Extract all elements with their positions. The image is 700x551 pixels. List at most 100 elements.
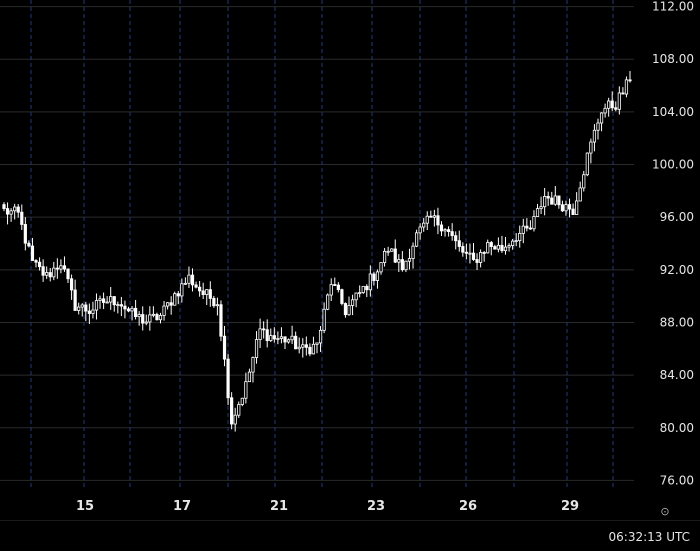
candle-body <box>91 309 95 314</box>
candle-body <box>575 200 579 215</box>
candle-body <box>532 216 536 230</box>
candle-body <box>144 321 148 324</box>
candle-body <box>500 244 504 252</box>
candle-body <box>190 274 195 286</box>
candle-body <box>304 344 308 348</box>
y-tick-label: 104.00 <box>652 105 694 119</box>
candle-body <box>361 285 365 293</box>
candle-body <box>624 79 629 95</box>
candle-body <box>77 306 81 311</box>
candle-body <box>208 289 212 299</box>
candle-body <box>166 302 170 307</box>
candle-body <box>315 342 319 345</box>
candle-body <box>23 224 27 244</box>
candle-body <box>187 274 191 284</box>
candle-body <box>464 251 468 254</box>
candle-body <box>198 286 202 292</box>
candle-body <box>265 329 269 342</box>
candle-body <box>101 298 106 303</box>
candle-body <box>2 204 6 209</box>
candle-body <box>183 282 187 285</box>
candle-body <box>48 272 52 278</box>
candle-body <box>468 252 472 255</box>
x-tick-label: 21 <box>270 499 288 514</box>
x-axis: 15 17 21 23 26 29 <box>76 499 579 514</box>
candle-body <box>244 381 248 399</box>
candle-body <box>585 152 589 176</box>
y-tick-label: 84.00 <box>660 368 694 382</box>
candle-body <box>496 244 500 250</box>
y-tick-label: 76.00 <box>660 473 694 487</box>
candle-body <box>73 289 77 311</box>
candle-body <box>258 328 262 341</box>
candle-body <box>475 259 479 263</box>
candle-body <box>233 414 237 425</box>
candle-body <box>272 335 276 340</box>
candle-body <box>525 225 529 229</box>
candle-body <box>34 260 38 263</box>
candle-body <box>557 195 561 206</box>
y-tick-label: 96.00 <box>660 210 694 224</box>
gear-icon[interactable]: ⊙ <box>660 505 670 518</box>
candle-body <box>141 314 145 324</box>
candle-body <box>511 240 515 246</box>
candle-body <box>603 107 607 114</box>
candle-body <box>151 313 155 316</box>
candle-body <box>343 303 348 316</box>
candle-body <box>358 292 362 294</box>
candle-body <box>539 206 543 210</box>
candle-body <box>422 222 426 228</box>
candle-body <box>429 215 433 218</box>
candle-body <box>560 204 565 212</box>
candle-body <box>521 225 525 234</box>
candle-body <box>379 262 383 273</box>
candle-body <box>382 250 387 263</box>
candle-body <box>336 284 340 291</box>
candle-body <box>318 329 323 344</box>
candle-body <box>610 100 614 109</box>
candle-body <box>98 298 102 301</box>
candle-body <box>628 79 632 82</box>
candle-body <box>169 302 173 306</box>
candle-body <box>308 346 312 355</box>
price-chart: 112.00 108.00 104.00 100.00 96.00 92.00 88.00 8… <box>0 0 694 514</box>
y-tick-label: 92.00 <box>660 263 694 277</box>
candle-body <box>112 296 116 306</box>
candle-body <box>230 397 234 425</box>
candle-body <box>262 328 266 331</box>
candle-body <box>432 215 436 218</box>
candle-body <box>372 273 376 281</box>
candle-body <box>194 284 198 288</box>
candle-body <box>607 100 611 109</box>
candle-body <box>482 252 486 254</box>
candle-body <box>27 242 31 247</box>
candle-body <box>94 300 99 311</box>
candle-body <box>240 397 244 405</box>
candle-body <box>543 196 547 208</box>
candle-body <box>205 289 209 295</box>
candle-body <box>617 92 621 110</box>
candle-body <box>425 215 429 224</box>
candle-body <box>592 129 597 143</box>
candle-body <box>454 235 458 242</box>
candle-body <box>69 278 74 291</box>
y-axis: 112.00 108.00 104.00 100.00 96.00 92.00 88.00 8… <box>652 0 694 487</box>
candle-body <box>443 229 447 232</box>
candle-body <box>80 304 84 308</box>
candle-body <box>582 174 586 189</box>
x-tick-label: 15 <box>76 499 94 514</box>
candle-body <box>84 304 88 312</box>
x-tick-label: 17 <box>173 499 191 514</box>
y-tick-label: 108.00 <box>652 52 694 66</box>
candle-body <box>407 258 412 262</box>
candle-body <box>59 265 63 270</box>
candle-body <box>599 112 604 124</box>
y-tick-label: 80.00 <box>660 421 694 435</box>
candle-body <box>20 211 24 225</box>
candle-body <box>119 304 123 307</box>
candle-body <box>333 284 337 286</box>
candle-body <box>41 266 45 276</box>
utc-clock: 06:32:13 UTC <box>608 530 691 544</box>
candle-body <box>390 248 394 252</box>
candles <box>2 70 632 432</box>
